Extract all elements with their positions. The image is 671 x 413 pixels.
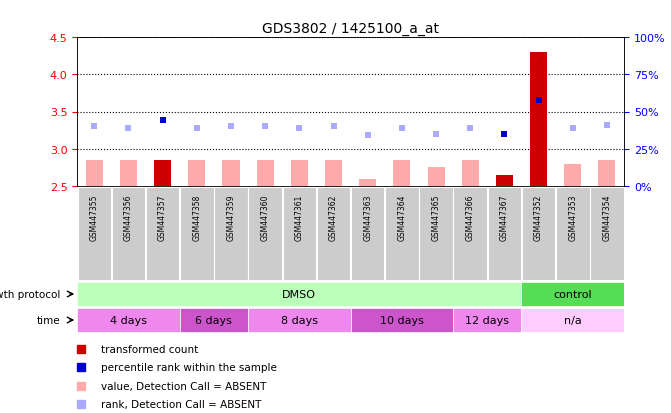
Text: DMSO: DMSO [282, 289, 316, 299]
Bar [180, 308, 248, 333]
Bar [453, 308, 521, 333]
Text: growth protocol: growth protocol [0, 289, 60, 299]
Bar [77, 308, 180, 333]
Bar [146, 188, 179, 280]
Bar [530, 53, 547, 187]
Text: GSM447364: GSM447364 [397, 194, 407, 240]
Text: GSM447355: GSM447355 [90, 194, 99, 240]
Bar [521, 308, 624, 333]
Bar [351, 188, 384, 280]
Bar [522, 188, 556, 280]
Bar [291, 161, 308, 187]
Text: 12 days: 12 days [465, 315, 509, 325]
Bar [496, 176, 513, 187]
Bar [351, 308, 453, 333]
Bar [454, 188, 487, 280]
Text: GSM447367: GSM447367 [500, 194, 509, 240]
Text: time: time [36, 315, 60, 325]
Text: transformed count: transformed count [101, 344, 199, 354]
Bar [521, 282, 624, 307]
Text: GSM447358: GSM447358 [193, 194, 201, 240]
Bar [590, 188, 623, 280]
Bar [282, 188, 316, 280]
Bar [248, 308, 351, 333]
Text: GSM447353: GSM447353 [568, 194, 577, 240]
Bar [325, 161, 342, 187]
Bar [120, 161, 137, 187]
Text: GSM447357: GSM447357 [158, 194, 167, 240]
Text: 8 days: 8 days [281, 315, 318, 325]
Bar [86, 161, 103, 187]
Text: n/a: n/a [564, 315, 582, 325]
Title: GDS3802 / 1425100_a_at: GDS3802 / 1425100_a_at [262, 21, 439, 36]
Text: rank, Detection Call = ABSENT: rank, Detection Call = ABSENT [101, 399, 262, 409]
Text: GSM447360: GSM447360 [260, 194, 270, 240]
Text: GSM447354: GSM447354 [603, 194, 611, 240]
Bar [385, 188, 419, 280]
Text: 4 days: 4 days [110, 315, 147, 325]
Bar [214, 188, 248, 280]
Bar [256, 161, 274, 187]
Text: percentile rank within the sample: percentile rank within the sample [101, 362, 277, 372]
Bar [180, 188, 213, 280]
Bar [78, 188, 111, 280]
Bar [111, 188, 145, 280]
Bar [222, 161, 240, 187]
Text: GSM447363: GSM447363 [363, 194, 372, 240]
Text: GSM447359: GSM447359 [227, 194, 236, 240]
Bar [248, 188, 282, 280]
Bar [564, 164, 581, 187]
Bar [77, 282, 521, 307]
Bar [419, 188, 453, 280]
Text: control: control [554, 289, 592, 299]
Bar [189, 161, 205, 187]
Text: GSM447356: GSM447356 [124, 194, 133, 240]
Bar [317, 188, 350, 280]
Bar [154, 161, 171, 187]
Bar [393, 161, 411, 187]
Bar [427, 168, 445, 187]
Bar [462, 161, 479, 187]
Text: 10 days: 10 days [380, 315, 424, 325]
Bar [556, 188, 590, 280]
Bar [599, 161, 615, 187]
Text: GSM447365: GSM447365 [431, 194, 441, 240]
Text: GSM447361: GSM447361 [295, 194, 304, 240]
Text: 6 days: 6 days [195, 315, 232, 325]
Text: value, Detection Call = ABSENT: value, Detection Call = ABSENT [101, 381, 266, 391]
Text: GSM447362: GSM447362 [329, 194, 338, 240]
Text: GSM447352: GSM447352 [534, 194, 543, 240]
Text: GSM447366: GSM447366 [466, 194, 474, 240]
Bar [359, 179, 376, 187]
Bar [488, 188, 521, 280]
